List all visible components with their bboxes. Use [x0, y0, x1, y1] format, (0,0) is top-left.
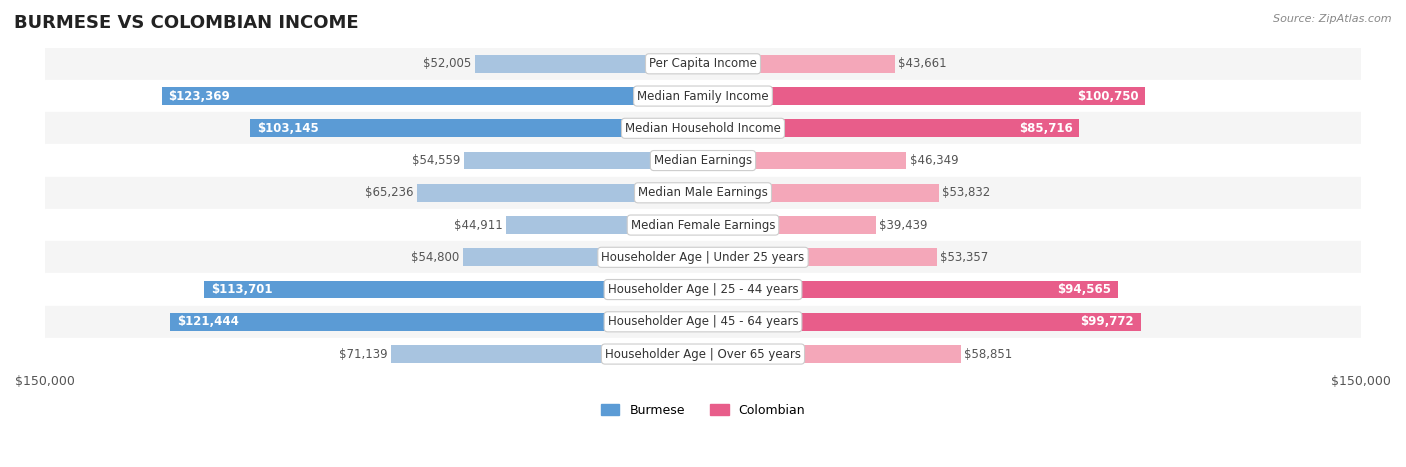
Bar: [162, 87, 703, 105]
Text: $123,369: $123,369: [169, 90, 231, 103]
Bar: [45, 80, 1361, 112]
Text: Householder Age | 45 - 64 years: Householder Age | 45 - 64 years: [607, 315, 799, 328]
Bar: [475, 55, 703, 73]
Text: Householder Age | Under 25 years: Householder Age | Under 25 years: [602, 251, 804, 264]
Bar: [703, 55, 894, 73]
Text: $103,145: $103,145: [257, 122, 319, 135]
Text: Householder Age | 25 - 44 years: Householder Age | 25 - 44 years: [607, 283, 799, 296]
Bar: [170, 313, 703, 331]
Text: $94,565: $94,565: [1057, 283, 1111, 296]
Text: Source: ZipAtlas.com: Source: ZipAtlas.com: [1274, 14, 1392, 24]
Text: $99,772: $99,772: [1080, 315, 1135, 328]
Text: $113,701: $113,701: [211, 283, 273, 296]
Bar: [463, 248, 703, 266]
Text: Per Capita Income: Per Capita Income: [650, 57, 756, 71]
Bar: [45, 177, 1361, 209]
Text: $44,911: $44,911: [454, 219, 503, 232]
Bar: [703, 248, 936, 266]
Bar: [703, 313, 1140, 331]
Legend: Burmese, Colombian: Burmese, Colombian: [596, 399, 810, 422]
Text: $53,357: $53,357: [941, 251, 988, 264]
Bar: [703, 120, 1078, 137]
Bar: [204, 281, 703, 298]
Bar: [703, 281, 1118, 298]
Text: $52,005: $52,005: [423, 57, 471, 71]
Bar: [45, 241, 1361, 274]
Text: $65,236: $65,236: [366, 186, 413, 199]
Bar: [703, 345, 962, 363]
Text: $100,750: $100,750: [1077, 90, 1139, 103]
Text: Householder Age | Over 65 years: Householder Age | Over 65 years: [605, 347, 801, 361]
Text: $46,349: $46,349: [910, 154, 959, 167]
Bar: [464, 152, 703, 170]
Text: $58,851: $58,851: [965, 347, 1012, 361]
Bar: [506, 216, 703, 234]
Text: $54,800: $54,800: [411, 251, 460, 264]
Text: $121,444: $121,444: [177, 315, 239, 328]
Bar: [416, 184, 703, 202]
Bar: [45, 274, 1361, 306]
Bar: [45, 338, 1361, 370]
Bar: [45, 306, 1361, 338]
Bar: [391, 345, 703, 363]
Text: $43,661: $43,661: [898, 57, 946, 71]
Text: $85,716: $85,716: [1019, 122, 1073, 135]
Bar: [45, 112, 1361, 144]
Text: Median Family Income: Median Family Income: [637, 90, 769, 103]
Bar: [703, 87, 1144, 105]
Bar: [45, 144, 1361, 177]
Bar: [703, 216, 876, 234]
Bar: [45, 48, 1361, 80]
Text: Median Earnings: Median Earnings: [654, 154, 752, 167]
Bar: [45, 209, 1361, 241]
Text: Median Household Income: Median Household Income: [626, 122, 780, 135]
Text: BURMESE VS COLOMBIAN INCOME: BURMESE VS COLOMBIAN INCOME: [14, 14, 359, 32]
Text: Median Male Earnings: Median Male Earnings: [638, 186, 768, 199]
Bar: [703, 152, 907, 170]
Text: $53,832: $53,832: [942, 186, 991, 199]
Bar: [703, 184, 939, 202]
Text: $39,439: $39,439: [879, 219, 928, 232]
Text: $71,139: $71,139: [339, 347, 388, 361]
Text: Median Female Earnings: Median Female Earnings: [631, 219, 775, 232]
Bar: [250, 120, 703, 137]
Text: $54,559: $54,559: [412, 154, 460, 167]
